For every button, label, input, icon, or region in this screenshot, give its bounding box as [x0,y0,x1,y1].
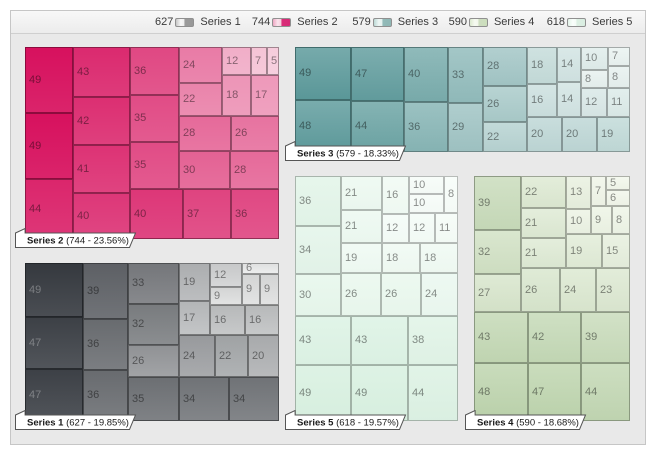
svg-text:Series 5 (618 - 19.57%): Series 5 (618 - 19.57%) [297,418,399,429]
svg-text:Series 3 (579 - 18.33%): Series 3 (579 - 18.33%) [297,149,399,160]
svg-text:Series 4 (590 - 18.68%): Series 4 (590 - 18.68%) [477,418,579,429]
svg-text:Series 2 (744 - 23.56%): Series 2 (744 - 23.56%) [27,236,129,247]
svg-text:Series 1 (627 - 19.85%): Series 1 (627 - 19.85%) [27,418,129,429]
